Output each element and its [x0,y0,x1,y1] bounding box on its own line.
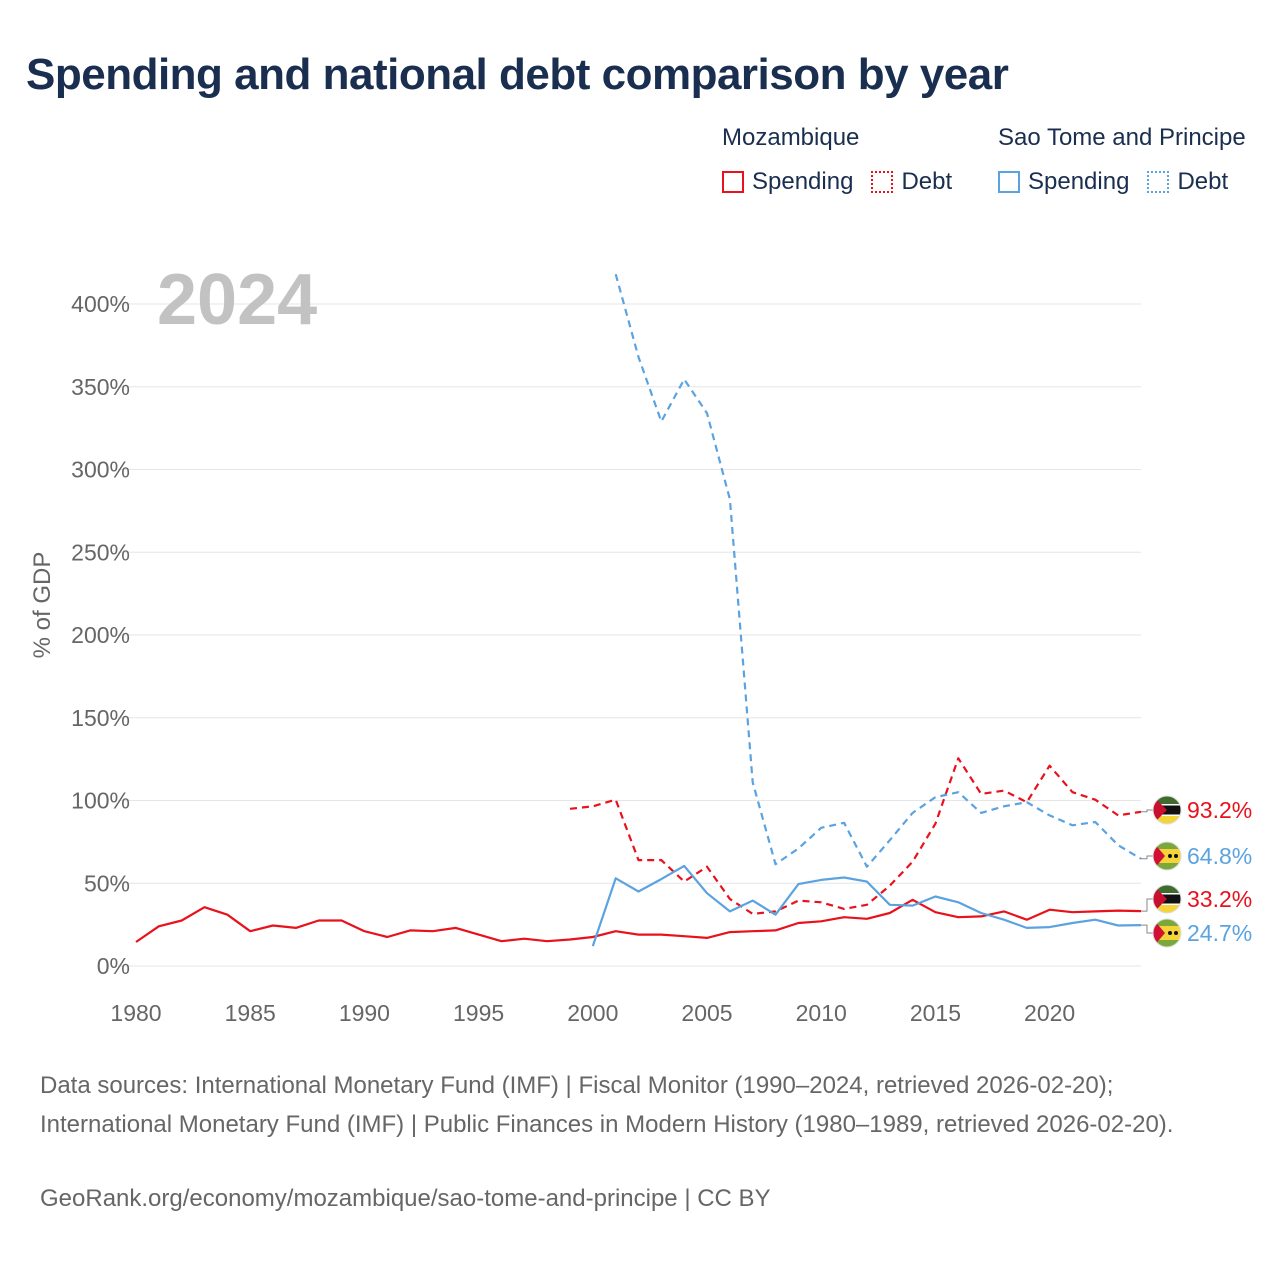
sao-tome-flag-icon [1153,842,1181,870]
legend-group-name: Sao Tome and Principe [998,124,1246,151]
legend-swatch-dotted [1147,171,1170,193]
series-line-sao-tome-and-principe-spending [591,864,1142,947]
end-value-label: 64.8% [1187,843,1252,869]
y-tick-label: 50% [84,870,130,896]
y-ticks: 0% 50% 100% 150% 200% 250% 300% 350% 400% [71,291,130,979]
y-tick-label: 350% [71,374,130,400]
line-chart: 2024 % of GDP 0% 50% 100% 150% 200% 250% 300% 3… [29,260,1252,1026]
chart-title: Spending and national debt comparison by… [26,50,1009,99]
end-value-label: 24.7% [1187,920,1252,946]
y-tick-label: 200% [71,622,130,648]
legend-swatch-dotted [871,171,894,193]
legend-item-mozambique-spending[interactable]: Spending [722,168,853,196]
legend-item-label: Debt [1177,168,1229,195]
y-tick-label: 0% [97,953,130,979]
x-tick-label: 2000 [567,1000,618,1026]
x-tick-label: 1990 [339,1000,390,1026]
series-line-mozambique-debt [569,757,1142,916]
leader-line [1141,809,1153,813]
x-tick-label: 1980 [110,1000,161,1026]
legend-item-sao-tome-debt[interactable]: Debt [1147,168,1228,196]
series-lines [135,273,1142,947]
end-label-sao-tome-and-principe-debt: 64.8% [1141,841,1252,871]
year-watermark: 2024 [157,260,317,340]
x-ticks: 1980 1985 1990 1995 2000 2005 2010 2015 2020 [110,1000,1075,1026]
y-tick-label: 100% [71,788,130,814]
x-tick-label: 2010 [796,1000,847,1026]
legend-group-sao-tome: Sao Tome and Principe Spending Debt [998,124,1246,196]
end-label-mozambique-debt: 93.2% [1141,795,1252,825]
legend-item-sao-tome-spending[interactable]: Spending [998,168,1129,196]
x-tick-label: 2005 [681,1000,732,1026]
x-tick-label: 2015 [910,1000,961,1026]
y-tick-label: 300% [71,457,130,483]
end-value-label: 33.2% [1187,886,1252,912]
legend-group-mozambique: Mozambique Spending Debt [722,124,970,196]
y-tick-label: 250% [71,539,130,565]
series-line-sao-tome-and-principe-debt [614,273,1142,868]
end-labels: 93.2% 64.8% 33.2% 24.7% [1141,795,1252,948]
legend-group-name: Mozambique [722,124,860,151]
leader-line [1141,855,1153,860]
mozambique-flag-icon [1153,885,1181,913]
legend-item-label: Debt [901,168,953,195]
x-tick-label: 2020 [1024,1000,1075,1026]
legend-swatch-solid [998,171,1020,193]
data-sources: Data sources: International Monetary Fun… [40,1072,1174,1138]
end-label-sao-tome-and-principe-spending: 24.7% [1141,918,1252,948]
gridlines [118,303,1141,967]
legend-item-label: Spending [1028,168,1130,195]
legend-swatch-solid [722,171,744,193]
legend-item-mozambique-debt[interactable]: Debt [871,168,952,196]
leader-line [1141,924,1153,934]
source-credit-link[interactable]: GeoRank.org/economy/mozambique/sao-tome-… [40,1185,771,1212]
end-label-mozambique-spending: 33.2% [1141,884,1252,914]
mozambique-flag-icon [1153,796,1181,824]
legend-item-label: Spending [752,168,854,195]
y-tick-label: 150% [71,705,130,731]
y-tick-label: 400% [71,291,130,317]
end-value-label: 93.2% [1187,797,1252,823]
y-axis-label: % of GDP [29,552,56,659]
sao-tome-flag-icon [1153,919,1181,947]
leader-line [1141,898,1153,912]
x-tick-label: 1985 [225,1000,276,1026]
x-tick-label: 1995 [453,1000,504,1026]
series-line-mozambique-spending [135,898,1142,943]
